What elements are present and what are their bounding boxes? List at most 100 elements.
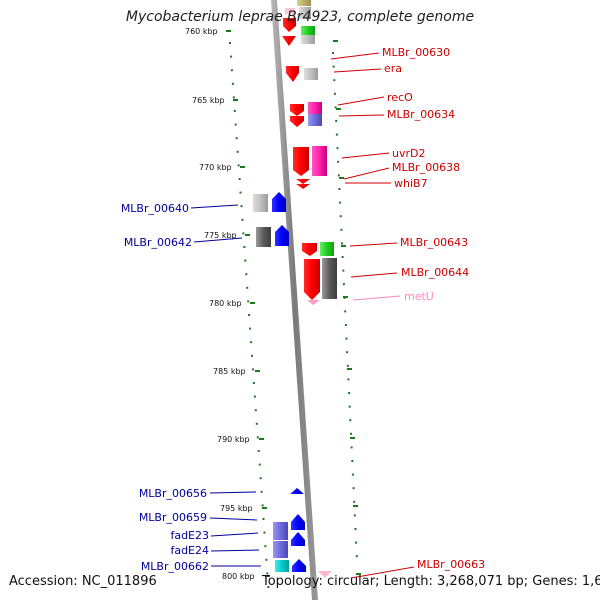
gene-label-reco[interactable]: recO bbox=[387, 91, 413, 104]
scale-dot bbox=[253, 395, 256, 398]
scale-dot bbox=[264, 545, 267, 548]
gene-block-magenta-uvrd bbox=[312, 146, 327, 176]
gene-block-grey-top2 bbox=[301, 35, 315, 44]
gene-arrow-uvrd2 bbox=[293, 147, 309, 176]
scale-label-770: 770 kbp bbox=[199, 163, 232, 172]
scale-label-760: 760 kbp bbox=[185, 27, 218, 36]
scale-dot bbox=[243, 246, 246, 248]
gene-arrow-reco bbox=[290, 104, 304, 116]
scale-dot bbox=[332, 52, 334, 54]
gene-arrow-00656 bbox=[290, 488, 304, 494]
gene-arrow-whib7b bbox=[296, 184, 310, 189]
right-labels: MLBr_00630 era recO MLBr_00634 uvrD2 MLB… bbox=[382, 46, 485, 571]
scale-dot bbox=[260, 490, 263, 493]
gene-label-mlbr00644[interactable]: MLBr_00644 bbox=[401, 266, 469, 279]
scale-dot bbox=[265, 558, 268, 561]
scale-dot bbox=[349, 419, 352, 422]
scale-dot bbox=[232, 96, 235, 99]
gene-arrow-fade23 bbox=[291, 532, 305, 546]
gene-block-magenta-reco bbox=[308, 102, 322, 114]
scale-dot bbox=[351, 473, 354, 476]
scale-dot bbox=[245, 273, 248, 276]
gene-label-mlbr00663[interactable]: MLBr_00663 bbox=[417, 558, 485, 571]
scale-dot bbox=[351, 460, 354, 462]
scale-label-765: 765 kbp bbox=[192, 96, 225, 105]
scale-dot bbox=[332, 65, 335, 68]
scale-label-775: 775 kbp bbox=[204, 231, 237, 240]
scale-dot bbox=[345, 337, 348, 340]
scale-dot bbox=[255, 422, 258, 425]
gene-arrow-fade24 bbox=[292, 559, 306, 572]
gc-ticks bbox=[333, 40, 361, 575]
gene-label-mlbr00640[interactable]: MLBr_00640 bbox=[121, 202, 189, 215]
scale-dot bbox=[348, 392, 351, 394]
accession-text: Accession: NC_011896 bbox=[9, 574, 157, 589]
gene-block-green-00643 bbox=[320, 242, 334, 256]
scale-dot bbox=[262, 518, 265, 520]
metu-leader bbox=[352, 295, 401, 301]
scale-dot bbox=[348, 405, 351, 408]
scale-dot bbox=[335, 120, 338, 122]
gene-arrow-00643 bbox=[302, 243, 317, 256]
scale-dot bbox=[334, 106, 337, 109]
gene-arrow-00663 bbox=[318, 571, 332, 578]
gene-label-mlbr00662[interactable]: MLBr_00662 bbox=[141, 560, 209, 573]
gene-label-mlbr00659[interactable]: MLBr_00659 bbox=[139, 511, 207, 524]
scale-dot bbox=[230, 55, 232, 58]
scale-ticks bbox=[226, 30, 270, 577]
scale-dot bbox=[341, 256, 344, 258]
scale-dot bbox=[242, 232, 245, 235]
forward-genes bbox=[282, 0, 337, 578]
gene-label-mlbr00630[interactable]: MLBr_00630 bbox=[382, 46, 450, 59]
scale-labels: 760 kbp 765 kbp 770 kbp 775 kbp 780 kbp … bbox=[185, 27, 255, 581]
scale-dots bbox=[229, 42, 358, 588]
gene-label-whib7[interactable]: whiB7 bbox=[394, 177, 428, 190]
gene-label-fade23[interactable]: fadE23 bbox=[170, 529, 209, 542]
gene-block-grey-era bbox=[304, 68, 318, 80]
scale-dot bbox=[346, 351, 349, 354]
scale-dot bbox=[266, 572, 269, 575]
scale-dot bbox=[341, 242, 343, 245]
map-title: Mycobacterium leprae Br4923, complete ge… bbox=[125, 9, 475, 25]
gene-label-fade24[interactable]: fadE24 bbox=[170, 544, 209, 557]
scale-dot bbox=[241, 218, 244, 221]
scale-dot bbox=[233, 110, 236, 112]
scale-dot bbox=[231, 82, 234, 85]
gene-arrow-00659 bbox=[291, 514, 305, 530]
scale-dot bbox=[340, 228, 343, 231]
scale-dot bbox=[339, 215, 342, 218]
scale-dot bbox=[250, 341, 253, 344]
gene-label-uvrd2[interactable]: uvrD2 bbox=[392, 147, 425, 160]
scale-dot bbox=[353, 514, 356, 517]
scale-dot bbox=[335, 133, 338, 136]
scale-dot bbox=[354, 528, 357, 530]
gene-block-grey-00642 bbox=[256, 227, 271, 247]
scale-dot bbox=[252, 382, 255, 384]
scale-dot bbox=[355, 555, 358, 558]
scale-dot bbox=[247, 300, 250, 303]
scale-dot bbox=[234, 123, 237, 126]
scale-dot bbox=[261, 504, 264, 507]
scale-dot bbox=[249, 327, 252, 330]
gene-label-mlbr00656[interactable]: MLBr_00656 bbox=[139, 487, 207, 500]
scale-dot bbox=[338, 188, 341, 190]
gene-label-mlbr00638[interactable]: MLBr_00638 bbox=[392, 161, 460, 174]
gene-label-mlbr00643[interactable]: MLBr_00643 bbox=[400, 236, 468, 249]
scale-dot bbox=[350, 432, 352, 435]
scale-dot bbox=[251, 354, 253, 357]
genome-backbone bbox=[271, 0, 318, 600]
gene-block-grey-top bbox=[299, 7, 311, 19]
gene-block-purple-fade23 bbox=[273, 522, 288, 540]
gene-label-metu[interactable]: metU bbox=[404, 290, 434, 303]
gene-arrow-reco2 bbox=[290, 116, 304, 127]
scale-label-780: 780 kbp bbox=[209, 299, 242, 308]
scale-dot bbox=[239, 191, 242, 194]
scale-dot bbox=[248, 314, 251, 316]
gene-label-era[interactable]: era bbox=[384, 62, 402, 75]
scale-dot bbox=[259, 477, 262, 480]
gene-label-mlbr00634[interactable]: MLBr_00634 bbox=[387, 108, 455, 121]
scale-dot bbox=[267, 586, 270, 588]
gene-label-mlbr00642[interactable]: MLBr_00642 bbox=[124, 236, 192, 249]
scale-dot bbox=[333, 79, 336, 82]
right-leaders bbox=[330, 52, 415, 579]
